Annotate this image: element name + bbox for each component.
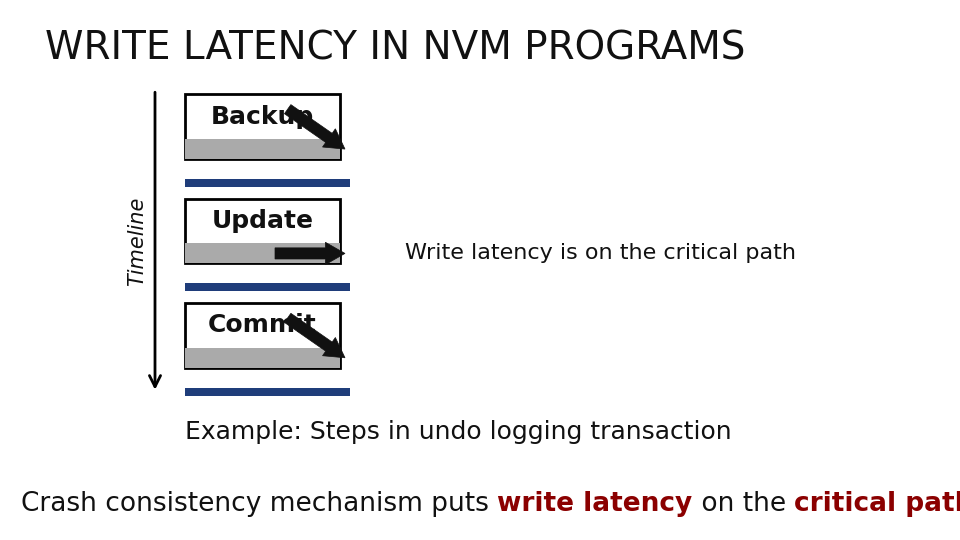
Bar — [185, 139, 340, 159]
Polygon shape — [275, 242, 345, 265]
Text: on the: on the — [692, 490, 794, 517]
Bar — [185, 244, 340, 264]
Text: Crash consistency mechanism puts: Crash consistency mechanism puts — [21, 490, 497, 517]
Bar — [185, 94, 340, 159]
Bar — [185, 388, 350, 395]
Bar — [185, 348, 340, 368]
Text: Backup: Backup — [211, 105, 314, 129]
Bar — [185, 199, 340, 264]
Text: Commit: Commit — [208, 314, 317, 338]
Text: Timeline: Timeline — [127, 197, 147, 286]
Bar — [185, 303, 340, 368]
Polygon shape — [284, 313, 345, 358]
Text: write latency: write latency — [497, 490, 692, 517]
Bar — [185, 179, 350, 187]
Text: critical path: critical path — [794, 490, 960, 517]
Text: WRITE LATENCY IN NVM PROGRAMS: WRITE LATENCY IN NVM PROGRAMS — [45, 30, 745, 68]
Text: Write latency is on the critical path: Write latency is on the critical path — [405, 244, 796, 264]
Polygon shape — [284, 105, 345, 149]
Bar — [185, 284, 350, 291]
Text: Example: Steps in undo logging transaction: Example: Steps in undo logging transacti… — [185, 420, 732, 444]
Text: Update: Update — [211, 209, 314, 233]
